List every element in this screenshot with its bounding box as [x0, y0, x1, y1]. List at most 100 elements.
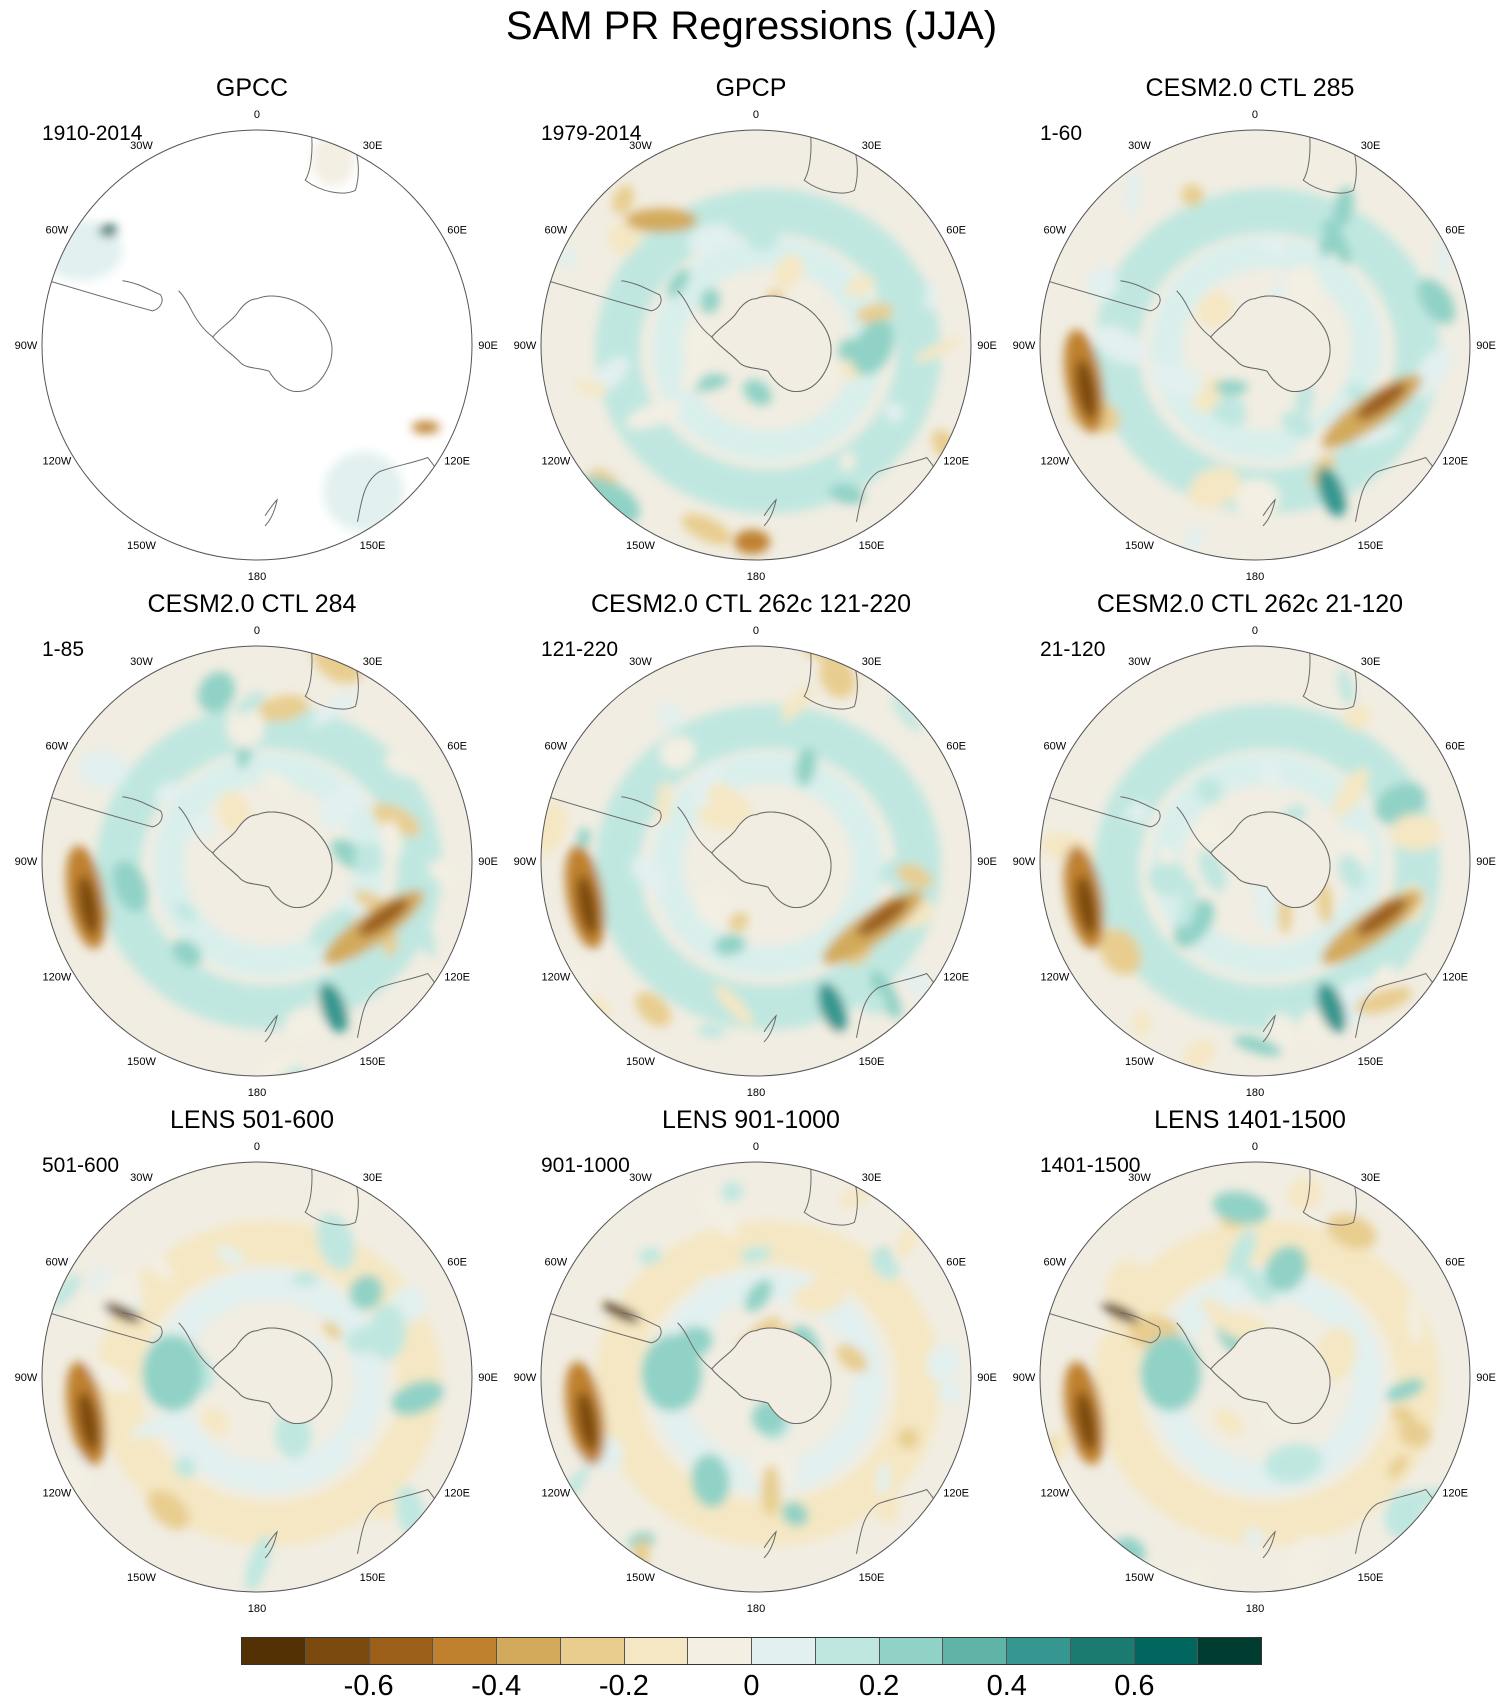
longitude-label: 30W — [629, 656, 652, 668]
longitude-label: 120W — [42, 456, 71, 468]
longitude-label: 150W — [626, 1572, 655, 1584]
colorbar-tick-label: 0.2 — [858, 1670, 900, 1702]
longitude-label: 90W — [1013, 1372, 1036, 1384]
longitude-label: 120E — [444, 972, 470, 984]
map-panel: CESM2.0 CTL 285 1-60 0 30E 60E 90E 120E 150E 180… — [1000, 64, 1500, 583]
longitude-label: 90E — [977, 340, 997, 352]
longitude-label: 180 — [747, 1087, 765, 1099]
colorbar — [241, 1637, 1262, 1665]
map-panel: LENS 1401-1500 1401-1500 0 30E 60E 90E 120E 150… — [1000, 1096, 1500, 1615]
longitude-label: 120E — [444, 456, 470, 468]
map-panel: LENS 901-1000 901-1000 0 30E 60E 90E 120E 150E 1… — [501, 1096, 1001, 1615]
panel-title: LENS 901-1000 — [662, 1106, 840, 1134]
longitude-label: 30W — [1128, 1172, 1151, 1184]
longitude-label: 150E — [1358, 1056, 1384, 1068]
longitude-label: 150E — [360, 1572, 386, 1584]
longitude-label: 0 — [753, 109, 759, 121]
longitude-label: 180 — [747, 571, 765, 583]
panel-period: 121-220 — [541, 638, 619, 661]
polar-map: 0 30E 60E 90E 120E 150E 180 150W 120W 90W 60W 30W — [15, 625, 498, 1099]
polar-map: 0 30E 60E 90E 120E 150E 180 150W 120W 90W 60W 30W — [15, 1141, 498, 1615]
polar-map: 0 30E 60E 90E 120E 150E 180 150W 120W 90W 60W 30W — [514, 625, 997, 1099]
map-panel: GPCC 1910-2014 0 30E 60E 90E 120E 150E 180 150W 12… — [2, 64, 502, 583]
longitude-label: 30W — [130, 1172, 153, 1184]
panel-period: 901-1000 — [541, 1154, 630, 1177]
map-panel: CESM2.0 CTL 262c 21-120 21-120 0 30E 60E 90E 1… — [1000, 580, 1500, 1099]
longitude-label: 90W — [15, 856, 38, 868]
longitude-label: 60E — [1445, 1256, 1465, 1268]
longitude-label: 60W — [545, 224, 568, 236]
longitude-label: 150E — [360, 540, 386, 552]
colorbar-segment — [879, 1638, 944, 1664]
longitude-label: 30W — [629, 1172, 652, 1184]
panel-period: 501-600 — [42, 1154, 120, 1177]
longitude-label: 90W — [1013, 856, 1036, 868]
panel-title: LENS 501-600 — [169, 1106, 334, 1134]
colorbar-segment — [242, 1638, 306, 1664]
panel-period: 21-120 — [1040, 638, 1106, 661]
longitude-label: 30W — [130, 656, 153, 668]
colorbar-segment — [1134, 1638, 1199, 1664]
longitude-label: 90W — [1013, 340, 1036, 352]
longitude-label: 60W — [545, 740, 568, 752]
panel-title: LENS 1401-1500 — [1154, 1106, 1346, 1134]
polar-map: 0 30E 60E 90E 120E 150E 180 150W 120W 90W 60W 30W — [1013, 625, 1496, 1099]
longitude-label: 120W — [1040, 456, 1069, 468]
longitude-label: 150E — [1358, 540, 1384, 552]
longitude-label: 0 — [1252, 1141, 1258, 1153]
longitude-label: 120W — [1040, 1488, 1069, 1500]
longitude-label: 150W — [127, 1056, 156, 1068]
longitude-label: 30E — [1361, 1172, 1381, 1184]
colorbar-segment — [624, 1638, 689, 1664]
longitude-label: 0 — [1252, 625, 1258, 637]
longitude-label: 60W — [545, 1256, 568, 1268]
polar-map: 0 30E 60E 90E 120E 150E 180 150W 120W 90W 60W 30W — [514, 1141, 997, 1615]
panel-period: 1-60 — [1040, 122, 1083, 145]
longitude-label: 120W — [541, 456, 570, 468]
figure-title: SAM PR Regressions (JJA) — [505, 4, 998, 48]
longitude-label: 150W — [127, 1572, 156, 1584]
longitude-label: 30E — [363, 1172, 383, 1184]
polar-map: 0 30E 60E 90E 120E 150E 180 150W 120W 90W 60W 30W — [1013, 109, 1496, 583]
longitude-label: 60E — [1445, 740, 1465, 752]
longitude-label: 150E — [859, 1056, 885, 1068]
map-panel: GPCP 1979-2014 0 30E 60E 90E 120E 150E 180 150W 12… — [501, 64, 1001, 583]
longitude-label: 30W — [1128, 656, 1151, 668]
longitude-label: 60E — [946, 224, 966, 236]
colorbar-tick-label: 0.6 — [1114, 1670, 1155, 1702]
longitude-label: 60E — [447, 224, 467, 236]
longitude-label: 90W — [15, 1372, 38, 1384]
panel-period: 1910-2014 — [42, 122, 143, 145]
longitude-label: 120E — [943, 972, 969, 984]
map-panel: LENS 501-600 501-600 0 30E 60E 90E 120E 150E 180… — [2, 1096, 502, 1615]
longitude-label: 60E — [1445, 224, 1465, 236]
longitude-label: 180 — [248, 571, 266, 583]
panel-period: 1-85 — [42, 638, 85, 661]
panel-title: GPCC — [215, 74, 289, 102]
longitude-label: 150E — [360, 1056, 386, 1068]
longitude-label: 120E — [1442, 972, 1468, 984]
longitude-label: 150W — [626, 540, 655, 552]
longitude-label: 150E — [859, 1572, 885, 1584]
longitude-label: 30E — [862, 1172, 882, 1184]
longitude-label: 150W — [626, 1056, 655, 1068]
longitude-label: 60E — [946, 740, 966, 752]
longitude-label: 90E — [478, 340, 498, 352]
colorbar-segment — [688, 1638, 752, 1664]
colorbar-tick-label: -0.4 — [471, 1670, 522, 1702]
longitude-label: 90E — [478, 856, 498, 868]
longitude-label: 120W — [541, 1488, 570, 1500]
polar-map: 0 30E 60E 90E 120E 150E 180 150W 120W 90W 60W 30W — [1013, 1141, 1496, 1615]
longitude-label: 90E — [1476, 1372, 1496, 1384]
longitude-label: 30W — [130, 140, 153, 152]
longitude-label: 180 — [248, 1087, 266, 1099]
longitude-label: 120E — [943, 456, 969, 468]
longitude-label: 30E — [363, 140, 383, 152]
panel-title: CESM2.0 CTL 262c 21-120 — [1096, 590, 1404, 618]
longitude-label: 0 — [254, 1141, 260, 1153]
longitude-label: 60E — [946, 1256, 966, 1268]
colorbar-tick-label: -0.6 — [343, 1670, 394, 1702]
colorbar-segment — [560, 1638, 625, 1664]
longitude-label: 0 — [753, 1141, 759, 1153]
longitude-label: 0 — [753, 625, 759, 637]
